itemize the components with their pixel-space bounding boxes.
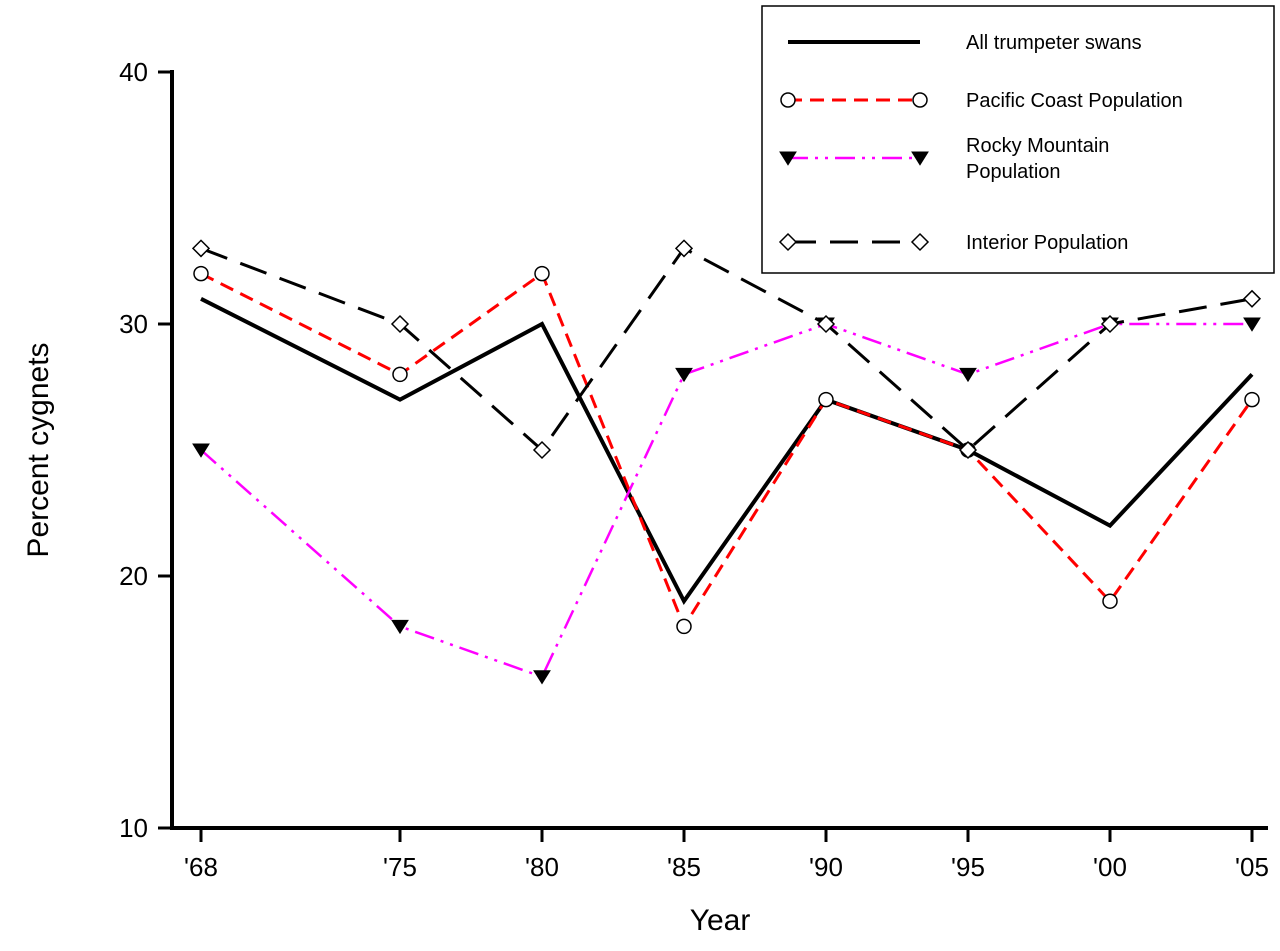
series-4-markers bbox=[191, 239, 1262, 460]
series-line bbox=[200, 322, 1252, 679]
series-4 bbox=[200, 246, 1253, 453]
legend-marker bbox=[910, 232, 930, 252]
x-tick-label: '00 bbox=[1093, 852, 1127, 882]
legend-box bbox=[761, 5, 1275, 274]
series-3-markers bbox=[192, 317, 1261, 685]
series-3 bbox=[200, 322, 1252, 679]
y-tick-label: 20 bbox=[119, 561, 148, 591]
legend-label: Interior Population bbox=[966, 232, 1128, 254]
x-tick-label: '80 bbox=[525, 852, 559, 882]
data-point bbox=[1244, 391, 1260, 408]
y-tick-label: 10 bbox=[119, 813, 148, 843]
data-point bbox=[1242, 289, 1262, 308]
legend-item-1: All trumpeter swans bbox=[788, 32, 1142, 54]
x-tick-label: '95 bbox=[951, 852, 985, 882]
data-point bbox=[958, 440, 978, 460]
legend-marker bbox=[780, 92, 796, 108]
data-point bbox=[675, 367, 693, 383]
series-2-markers bbox=[193, 265, 1260, 635]
x-tick-label: '75 bbox=[383, 852, 417, 882]
legend-marker bbox=[778, 232, 798, 252]
data-point bbox=[533, 670, 551, 685]
data-point bbox=[534, 265, 550, 282]
data-point bbox=[674, 239, 694, 258]
series-2 bbox=[200, 271, 1254, 630]
data-point bbox=[676, 618, 692, 635]
y-axis-title: Percent cygnets bbox=[22, 342, 55, 557]
x-axis-title: Year bbox=[690, 904, 751, 937]
legend-label: Pacific Coast Population bbox=[966, 90, 1183, 112]
data-point bbox=[1100, 314, 1120, 334]
legend-label: All trumpeter swans bbox=[966, 32, 1142, 54]
legend-marker bbox=[911, 151, 929, 166]
series-line bbox=[200, 271, 1254, 630]
data-point bbox=[816, 314, 836, 334]
legend-marker bbox=[779, 151, 797, 166]
legend: All trumpeter swans Pacific Coast Populat… bbox=[761, 5, 1275, 274]
data-point bbox=[532, 440, 552, 460]
data-point bbox=[1243, 317, 1261, 332]
x-tick-label: '85 bbox=[667, 852, 701, 882]
legend-label: Rocky Mountain Population bbox=[966, 135, 1109, 183]
data-point bbox=[193, 265, 209, 282]
legend-label-line: Population bbox=[966, 161, 1061, 183]
legend-label-line: All trumpeter swans bbox=[966, 32, 1142, 54]
legend-label-line: Rocky Mountain bbox=[966, 135, 1109, 157]
series-line bbox=[200, 246, 1253, 453]
legend-item-2: Pacific Coast Population bbox=[780, 90, 1183, 112]
x-tick-label: '68 bbox=[184, 852, 218, 882]
y-tick-label: 30 bbox=[119, 309, 148, 339]
data-point bbox=[818, 391, 834, 408]
data-point bbox=[391, 619, 409, 635]
legend-label-line: Pacific Coast Population bbox=[966, 90, 1183, 112]
legend-item-3: Rocky Mountain Population bbox=[779, 135, 1109, 183]
series-line bbox=[200, 297, 1254, 606]
data-point bbox=[1102, 593, 1118, 609]
series-1 bbox=[200, 297, 1254, 606]
x-tick-label: '05 bbox=[1235, 852, 1269, 882]
series-layer bbox=[191, 239, 1262, 685]
y-tick-label: 40 bbox=[119, 57, 148, 87]
data-point bbox=[959, 367, 977, 383]
data-point bbox=[390, 314, 410, 334]
legend-label-line: Interior Population bbox=[966, 232, 1128, 254]
data-point bbox=[191, 239, 211, 258]
legend-marker bbox=[912, 92, 928, 108]
legend-item-4: Interior Population bbox=[778, 232, 1128, 254]
axes bbox=[170, 70, 1268, 830]
ticks: 10 20 30 40 '68 '75 '80 '85 '90 '95 '00 '05 bbox=[119, 57, 1269, 882]
data-point bbox=[392, 366, 408, 383]
data-point bbox=[192, 443, 210, 458]
x-tick-label: '90 bbox=[809, 852, 843, 882]
